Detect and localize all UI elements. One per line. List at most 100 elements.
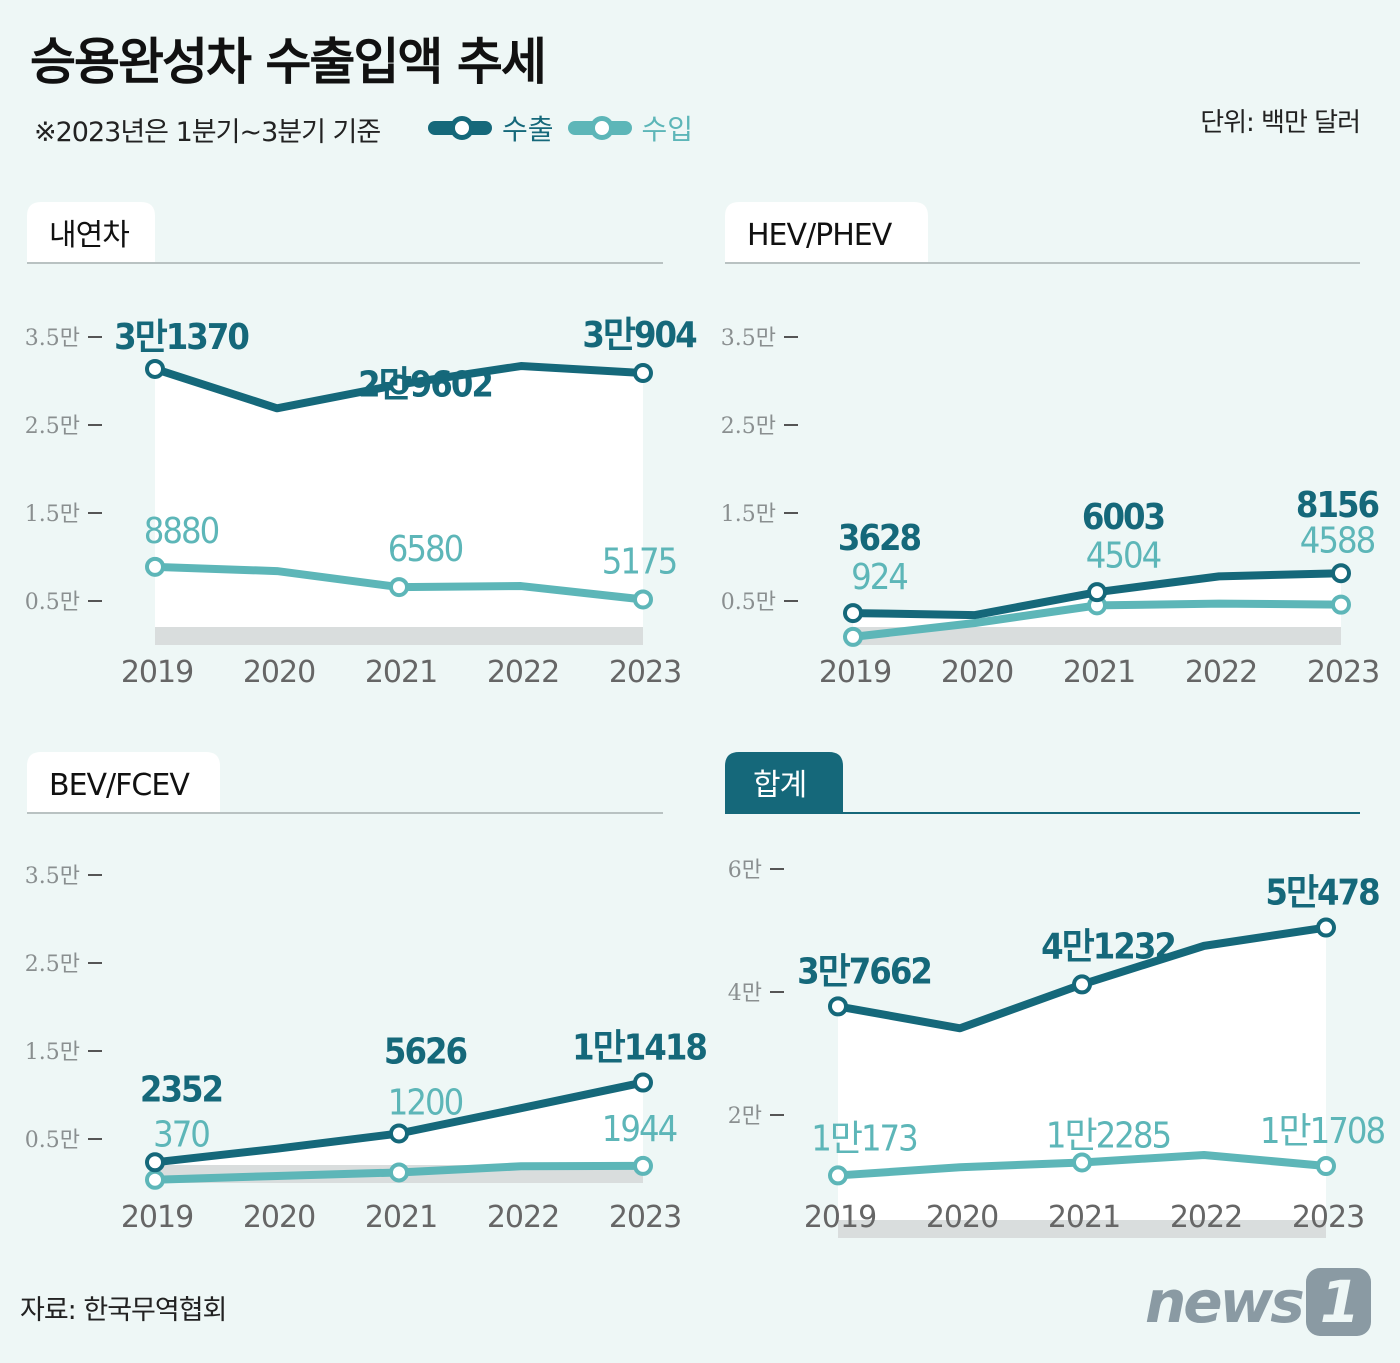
chart-panel-1: HEV/PHEV 0.5만 1.5만 2.5만 3.5만 924 4504 4588 3628 6… bbox=[721, 202, 1381, 690]
import-point bbox=[1072, 1152, 1092, 1173]
x-tick-label: 2019 bbox=[121, 655, 193, 690]
export-data-label: 8156 bbox=[1296, 485, 1379, 526]
import-data-label: 1200 bbox=[388, 1082, 463, 1123]
y-tick-label: 2.5만 bbox=[25, 414, 80, 439]
import-point bbox=[633, 1155, 653, 1176]
import-data-label: 4504 bbox=[1086, 535, 1161, 576]
x-tick-label: 2023 bbox=[1307, 655, 1379, 690]
export-point bbox=[843, 603, 863, 624]
import-data-label: 8880 bbox=[144, 511, 219, 552]
chart-tab bbox=[27, 752, 220, 813]
x-tick-label: 2022 bbox=[487, 655, 559, 690]
y-tick-label: 1.5만 bbox=[25, 1040, 80, 1065]
import-point bbox=[633, 589, 653, 610]
export-point bbox=[633, 1072, 653, 1093]
news1-logo: news 1 bbox=[1145, 1268, 1372, 1336]
unit-label: 단위: 백만 달러 bbox=[1200, 108, 1361, 138]
x-tick-label: 2021 bbox=[1048, 1200, 1120, 1235]
page-title: 승용완성차 수출입액 추세 bbox=[30, 33, 547, 91]
export-data-label: 2만9602 bbox=[358, 365, 492, 406]
x-tick-label: 2021 bbox=[1063, 655, 1135, 690]
import-data-label: 5175 bbox=[602, 541, 676, 582]
x-tick-label: 2020 bbox=[243, 1200, 315, 1235]
legend-item-export: 수출 bbox=[428, 108, 554, 148]
export-data-label: 5만478 bbox=[1265, 873, 1379, 914]
x-tick-label: 2022 bbox=[487, 1200, 559, 1235]
export-point bbox=[1331, 563, 1351, 584]
export-point bbox=[145, 358, 165, 379]
export-area bbox=[155, 1082, 643, 1183]
import-point bbox=[843, 626, 863, 647]
chart-panel-2: BEV/FCEV 0.5만 1.5만 2.5만 3.5만 370 1200 1944 2352 5… bbox=[25, 752, 708, 1235]
chart-panel-3: 합계 2만 4만 6만 1만173 1만2285 1만1708 3만7662 4만1232 5만4… bbox=[725, 752, 1386, 1238]
import-point bbox=[145, 556, 165, 577]
import-data-label: 1만1708 bbox=[1260, 1111, 1385, 1152]
x-tick-label: 2023 bbox=[609, 1200, 681, 1235]
legend: 수출 수입 bbox=[428, 108, 699, 148]
chart-tab bbox=[725, 752, 843, 813]
x-tick-label: 2020 bbox=[941, 655, 1013, 690]
export-data-label: 3만1370 bbox=[114, 317, 248, 358]
import-point bbox=[1316, 1155, 1336, 1176]
baseline-shadow bbox=[853, 627, 1341, 645]
chart-tab-title: 내연차 bbox=[49, 218, 129, 253]
export-point bbox=[828, 996, 848, 1017]
export-point bbox=[633, 363, 653, 384]
import-point bbox=[1331, 594, 1351, 615]
export-line-icon bbox=[428, 116, 492, 140]
x-tick-label: 2019 bbox=[819, 655, 891, 690]
x-tick-label: 2021 bbox=[365, 655, 437, 690]
y-tick-label: 2만 bbox=[728, 1104, 762, 1129]
chart-tab bbox=[725, 202, 928, 263]
y-tick-label: 4만 bbox=[728, 981, 762, 1006]
export-data-label: 6003 bbox=[1082, 497, 1164, 538]
y-tick-label: 0.5만 bbox=[25, 590, 80, 615]
y-tick-label: 3.5만 bbox=[25, 864, 80, 889]
export-point bbox=[389, 1123, 409, 1144]
export-point bbox=[1316, 917, 1336, 938]
chart-tab-title: BEV/FCEV bbox=[49, 768, 190, 803]
export-data-label: 3만904 bbox=[582, 315, 697, 356]
x-tick-label: 2023 bbox=[609, 655, 681, 690]
export-data-label: 3628 bbox=[838, 518, 921, 559]
baseline-shadow bbox=[155, 627, 643, 645]
source-label: 자료: 한국무역협회 bbox=[20, 1295, 227, 1326]
chart-tab-title: 합계 bbox=[753, 768, 806, 803]
import-data-label: 924 bbox=[851, 557, 907, 598]
import-data-label: 4588 bbox=[1300, 521, 1375, 562]
y-tick-label: 2.5만 bbox=[25, 952, 80, 977]
x-tick-label: 2022 bbox=[1185, 655, 1257, 690]
footnote: ※2023년은 1분기~3분기 기준 bbox=[34, 117, 381, 148]
import-data-label: 6580 bbox=[388, 529, 463, 570]
x-tick-label: 2023 bbox=[1292, 1200, 1364, 1235]
export-data-label: 1만1418 bbox=[572, 1028, 706, 1069]
chart-panel-0: 내연차 0.5만 1.5만 2.5만 3.5만 8880 6580 5175 3만1370 2만9… bbox=[25, 202, 699, 690]
y-tick-label: 0.5만 bbox=[25, 1128, 80, 1153]
import-point bbox=[389, 1162, 409, 1183]
x-tick-label: 2021 bbox=[365, 1200, 437, 1235]
x-tick-label: 2020 bbox=[926, 1200, 998, 1235]
export-data-label: 5626 bbox=[384, 1031, 467, 1072]
y-tick-label: 6만 bbox=[728, 858, 762, 883]
x-tick-label: 2022 bbox=[1170, 1200, 1242, 1235]
export-area bbox=[838, 927, 1326, 1238]
import-data-label: 370 bbox=[153, 1115, 209, 1156]
y-tick-label: 2.5만 bbox=[721, 414, 776, 439]
x-tick-label: 2019 bbox=[121, 1200, 193, 1235]
logo-text: news bbox=[1145, 1268, 1305, 1336]
baseline-shadow bbox=[838, 1220, 1326, 1238]
export-point bbox=[1072, 974, 1092, 995]
x-tick-label: 2020 bbox=[243, 655, 315, 690]
export-data-label: 4만1232 bbox=[1041, 926, 1175, 967]
y-tick-label: 3.5만 bbox=[25, 326, 80, 351]
export-data-label: 2352 bbox=[140, 1069, 222, 1110]
export-point bbox=[389, 374, 409, 395]
logo-mark: 1 bbox=[1305, 1268, 1372, 1336]
legend-label-export: 수출 bbox=[502, 113, 554, 146]
y-tick-label: 3.5만 bbox=[721, 326, 776, 351]
x-tick-label: 2019 bbox=[804, 1200, 876, 1235]
legend-label-import: 수입 bbox=[641, 113, 694, 146]
export-area bbox=[155, 366, 643, 645]
legend-item-import: 수입 bbox=[567, 108, 694, 148]
import-point bbox=[145, 1169, 165, 1190]
